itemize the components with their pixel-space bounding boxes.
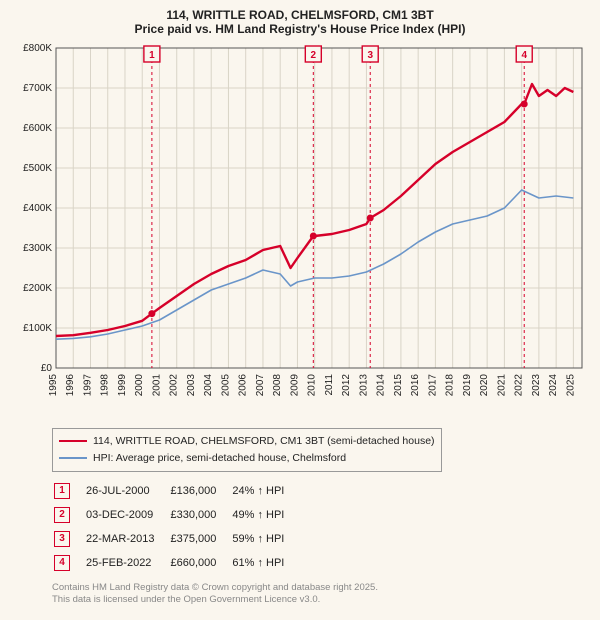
svg-text:2025: 2025 (565, 374, 576, 397)
footer-line2: This data is licensed under the Open Gov… (52, 594, 588, 607)
svg-text:2005: 2005 (220, 374, 231, 397)
svg-text:£500K: £500K (23, 163, 52, 174)
event-row: 1 26-JUL-2000£136,00024% ↑ HPI (54, 480, 298, 502)
chart-area: £0 £100K £200K £300K £400K £500K £600K £700K £80… (12, 42, 588, 422)
svg-text:2009: 2009 (289, 374, 300, 397)
event-marker: 4 (54, 555, 70, 571)
svg-text:2011: 2011 (324, 374, 335, 396)
svg-text:3: 3 (367, 50, 373, 61)
svg-text:2018: 2018 (445, 374, 456, 397)
svg-text:2002: 2002 (169, 374, 180, 397)
event-date: 25-FEB-2022 (86, 552, 168, 574)
svg-text:1998: 1998 (100, 374, 111, 397)
svg-text:1996: 1996 (65, 374, 76, 397)
svg-text:2016: 2016 (410, 374, 421, 397)
legend-row-hpi: HPI: Average price, semi-detached house,… (59, 450, 435, 467)
svg-text:2024: 2024 (548, 374, 559, 397)
legend-text-hpi: HPI: Average price, semi-detached house,… (93, 450, 346, 467)
event-date: 22-MAR-2013 (86, 528, 168, 550)
svg-text:2007: 2007 (255, 374, 266, 397)
svg-text:£0: £0 (41, 363, 53, 374)
svg-text:£600K: £600K (23, 123, 52, 134)
event-row: 3 22-MAR-2013£375,00059% ↑ HPI (54, 528, 298, 550)
svg-text:£800K: £800K (23, 43, 52, 54)
svg-text:2006: 2006 (238, 374, 249, 397)
svg-text:1999: 1999 (117, 374, 128, 397)
legend-swatch-blue (59, 457, 87, 459)
event-date: 26-JUL-2000 (86, 480, 168, 502)
svg-text:2014: 2014 (376, 374, 387, 397)
event-diff: 24% ↑ HPI (232, 480, 298, 502)
svg-text:£700K: £700K (23, 83, 52, 94)
svg-text:2004: 2004 (203, 374, 214, 397)
svg-text:2017: 2017 (427, 374, 438, 397)
event-price: £660,000 (170, 552, 230, 574)
svg-text:2023: 2023 (531, 374, 542, 397)
event-price: £136,000 (170, 480, 230, 502)
event-price: £375,000 (170, 528, 230, 550)
svg-text:2013: 2013 (358, 374, 369, 397)
chart-svg: £0 £100K £200K £300K £400K £500K £600K £700K £80… (12, 42, 588, 422)
svg-text:1995: 1995 (48, 374, 59, 397)
svg-text:2010: 2010 (307, 374, 318, 397)
footer-line1: Contains HM Land Registry data © Crown c… (52, 582, 588, 595)
svg-text:2020: 2020 (479, 374, 490, 397)
event-date: 03-DEC-2009 (86, 504, 168, 526)
svg-text:2015: 2015 (393, 374, 404, 397)
event-marker: 2 (54, 507, 70, 523)
svg-text:£300K: £300K (23, 243, 52, 254)
event-marker: 3 (54, 531, 70, 547)
svg-text:2000: 2000 (134, 374, 145, 397)
svg-text:£100K: £100K (23, 323, 52, 334)
event-price: £330,000 (170, 504, 230, 526)
svg-text:4: 4 (521, 50, 527, 61)
title-line2: Price paid vs. HM Land Registry's House … (12, 22, 588, 36)
title-line1: 114, WRITTLE ROAD, CHELMSFORD, CM1 3BT (12, 8, 588, 22)
legend: 114, WRITTLE ROAD, CHELMSFORD, CM1 3BT (… (52, 428, 442, 472)
svg-text:2003: 2003 (186, 374, 197, 397)
legend-text-price: 114, WRITTLE ROAD, CHELMSFORD, CM1 3BT (… (93, 433, 435, 450)
svg-text:1997: 1997 (82, 374, 93, 397)
events-table: 1 26-JUL-2000£136,00024% ↑ HPI 2 03-DEC-200… (52, 478, 300, 576)
svg-text:2021: 2021 (496, 374, 507, 397)
svg-text:2001: 2001 (151, 374, 162, 397)
svg-text:2019: 2019 (462, 374, 473, 397)
event-marker: 1 (54, 483, 70, 499)
event-row: 2 03-DEC-2009£330,00049% ↑ HPI (54, 504, 298, 526)
event-diff: 61% ↑ HPI (232, 552, 298, 574)
svg-text:2: 2 (311, 50, 317, 61)
svg-text:£200K: £200K (23, 283, 52, 294)
event-row: 4 25-FEB-2022£660,00061% ↑ HPI (54, 552, 298, 574)
legend-row-price: 114, WRITTLE ROAD, CHELMSFORD, CM1 3BT (… (59, 433, 435, 450)
legend-swatch-red (59, 440, 87, 442)
svg-text:£400K: £400K (23, 203, 52, 214)
svg-text:1: 1 (149, 50, 155, 61)
event-diff: 49% ↑ HPI (232, 504, 298, 526)
footer: Contains HM Land Registry data © Crown c… (52, 582, 588, 608)
svg-text:2008: 2008 (272, 374, 283, 397)
event-diff: 59% ↑ HPI (232, 528, 298, 550)
svg-text:2012: 2012 (341, 374, 352, 397)
chart-container: 114, WRITTLE ROAD, CHELMSFORD, CM1 3BT P… (0, 0, 600, 615)
svg-text:2022: 2022 (514, 374, 525, 397)
